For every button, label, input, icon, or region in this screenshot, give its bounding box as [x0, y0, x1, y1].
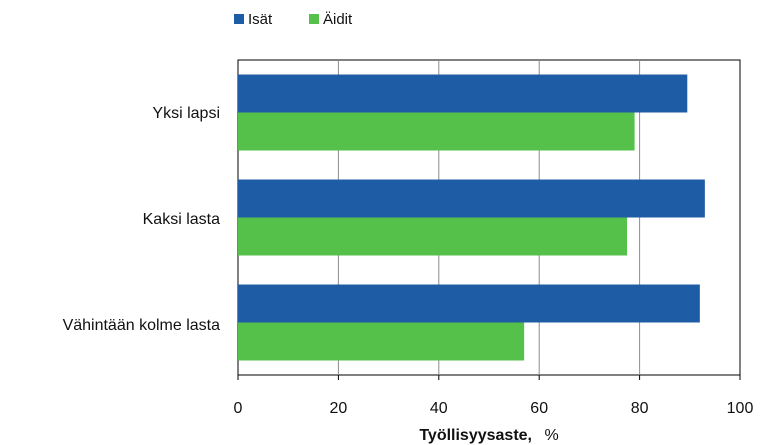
category-labels: Yksi lapsi Kaksi lasta Vähintään kolme l…: [63, 105, 221, 334]
bar-isat-3: [238, 284, 700, 323]
bar-isat-1: [238, 74, 688, 113]
category-label-kaksi-lasta: Kaksi lasta: [143, 211, 220, 228]
legend: Isät Äidit: [234, 11, 353, 28]
category-label-yksi-lapsi: Yksi lapsi: [152, 105, 220, 122]
legend-swatch-aidit: [309, 14, 319, 24]
x-axis-label: Työllisyysaste, %: [419, 427, 558, 444]
bar-aidit-2: [238, 217, 628, 256]
legend-swatch-isat: [234, 14, 244, 24]
x-axis-ticks: 0 20 40 60 80 100: [234, 400, 754, 417]
x-tick-label: 100: [727, 400, 754, 417]
x-tick-label: 80: [631, 400, 649, 417]
category-label-vahintaan-kolme-lasta: Vähintään kolme lasta: [63, 317, 221, 334]
legend-label-isat: Isät: [248, 11, 273, 28]
bar-aidit-1: [238, 112, 635, 151]
x-axis-label-text: Työllisyysaste,: [419, 427, 532, 444]
legend-label-aidit: Äidit: [323, 11, 353, 28]
x-axis-label-unit: %: [544, 427, 558, 444]
bar-aidit-3: [238, 322, 525, 361]
bars: [238, 74, 705, 361]
x-tick-label: 60: [530, 400, 548, 417]
bar-isat-2: [238, 179, 705, 218]
x-tick-label: 0: [234, 400, 243, 417]
x-tick-label: 20: [330, 400, 348, 417]
x-tick-label: 40: [430, 400, 448, 417]
